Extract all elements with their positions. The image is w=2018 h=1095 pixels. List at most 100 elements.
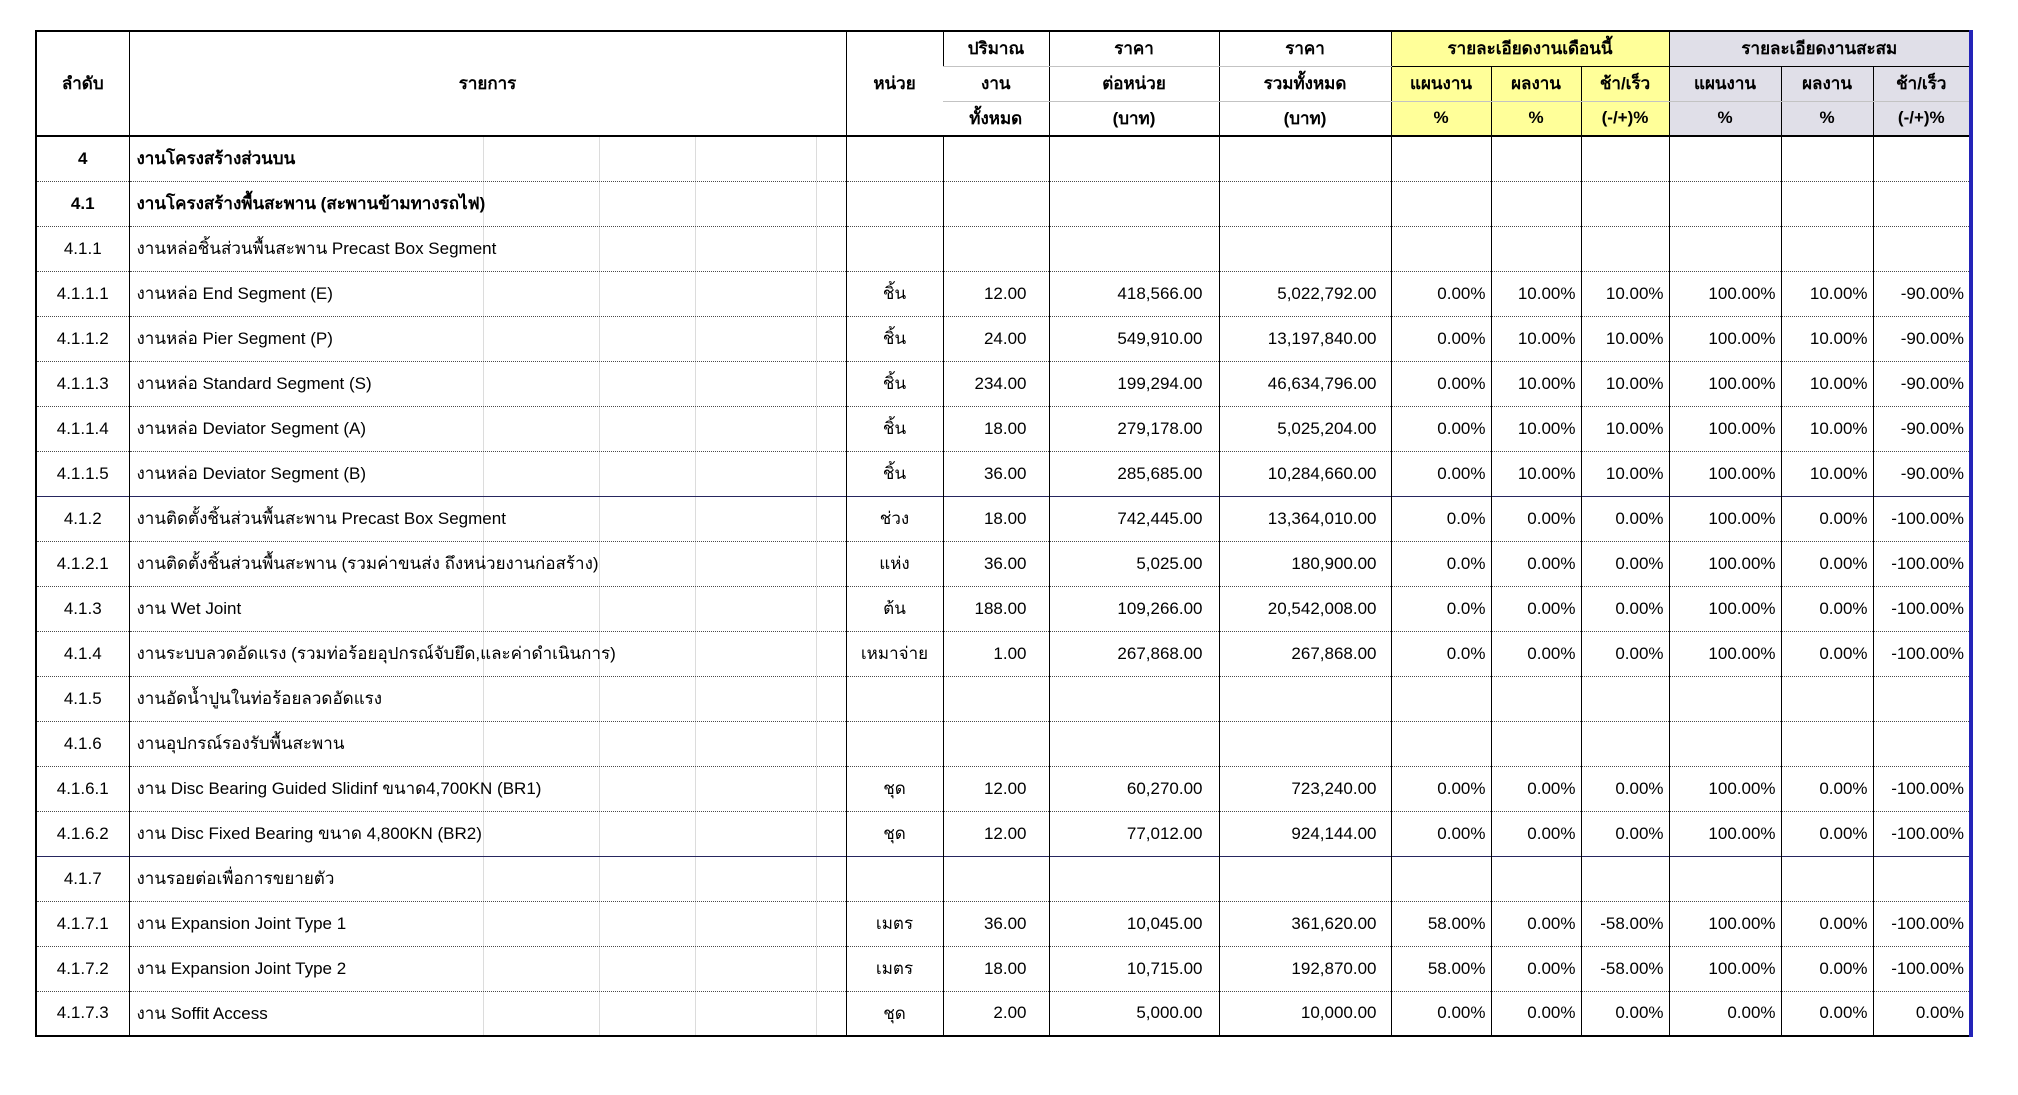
cell-qty: 12.00: [942, 765, 1049, 811]
cell-c_plan: [1668, 180, 1782, 226]
table-row: 4 งานโครงสร้างส่วนบน: [36, 136, 1972, 181]
cell-total: [1218, 720, 1391, 766]
cell-no: 4.1.7: [36, 855, 129, 901]
cell-c_plan: [1668, 225, 1782, 271]
cell-m_actual: 10.00%: [1490, 270, 1581, 316]
cell-total: 267,868.00: [1218, 630, 1391, 676]
cell-c_actual: 10.00%: [1780, 405, 1874, 451]
cell-unit: ชุด: [845, 810, 943, 856]
cell-m_plan: 0.0%: [1390, 495, 1491, 541]
cell-m_plan: 0.00%: [1390, 450, 1491, 496]
header-no: ลำดับ: [36, 31, 129, 137]
cell-m_actual: [1490, 675, 1581, 721]
cell-c_plan: 100.00%: [1668, 495, 1782, 541]
cell-c_actual: 10.00%: [1780, 450, 1874, 496]
cell-m_diff: 0.00%: [1580, 990, 1670, 1036]
cell-c_actual: [1780, 720, 1874, 766]
table-body: 4 งานโครงสร้างส่วนบน 4.1 งานโครงสร้างพื้นสะ…: [36, 136, 1972, 1036]
cell-m_diff: 10.00%: [1580, 315, 1670, 361]
table-row: 4.1.6.1 งาน Disc Bearing Guided Slidinf ข…: [36, 765, 1972, 811]
header-unit-price-line2: ต่อหน่วย: [1048, 66, 1219, 102]
cell-m_plan: 0.00%: [1390, 270, 1491, 316]
cell-qty: [942, 180, 1049, 226]
cell-total: [1218, 675, 1391, 721]
cell-no: 4.1.2.1: [36, 540, 129, 586]
cell-total: 361,620.00: [1218, 900, 1391, 946]
header-month-actual-unit: %: [1490, 101, 1581, 137]
cell-item: งานติดตั้งชิ้นส่วนพื้นสะพาน (รวมค่าขนส่ง…: [128, 540, 846, 586]
cell-unit: [845, 675, 943, 721]
cell-m_plan: [1390, 720, 1491, 766]
cell-c_plan: 100.00%: [1668, 315, 1782, 361]
cell-c_plan: [1668, 136, 1782, 181]
cell-total: 10,000.00: [1218, 990, 1391, 1036]
cell-m_plan: 58.00%: [1390, 900, 1491, 946]
cell-m_diff: [1580, 136, 1670, 181]
cell-m_diff: [1580, 720, 1670, 766]
cell-c_plan: 100.00%: [1668, 630, 1782, 676]
cell-unit_price: [1048, 720, 1219, 766]
cell-c_actual: 0.00%: [1780, 585, 1874, 631]
cell-m_actual: [1490, 225, 1581, 271]
table-row: 4.1.1.3 งานหล่อ Standard Segment (S) ชิ้น 2…: [36, 360, 1972, 406]
cell-c_diff: [1872, 675, 1972, 721]
cell-unit_price: 199,294.00: [1048, 360, 1219, 406]
header-month-diff-unit: (-/+)%: [1580, 101, 1670, 137]
cell-m_diff: [1580, 225, 1670, 271]
cell-unit_price: 267,868.00: [1048, 630, 1219, 676]
cell-unit: ชุด: [845, 990, 943, 1036]
cell-m_diff: 10.00%: [1580, 450, 1670, 496]
cell-unit: [845, 225, 943, 271]
cell-m_plan: 58.00%: [1390, 945, 1491, 991]
cell-c_diff: -100.00%: [1872, 495, 1972, 541]
cell-qty: 18.00: [942, 405, 1049, 451]
cell-m_plan: 0.0%: [1390, 585, 1491, 631]
header-cumulative-plan: แผนงาน: [1668, 66, 1782, 102]
cell-unit_price: 10,045.00: [1048, 900, 1219, 946]
cell-no: 4.1.6: [36, 720, 129, 766]
cell-m_plan: [1390, 855, 1491, 901]
cell-unit: ชิ้น: [845, 450, 943, 496]
cell-m_diff: [1580, 855, 1670, 901]
cell-total: 5,025,204.00: [1218, 405, 1391, 451]
header-quantity-line1: ปริมาณ: [942, 31, 1049, 67]
cell-c_plan: 100.00%: [1668, 540, 1782, 586]
cell-c_diff: [1872, 855, 1972, 901]
cell-m_diff: 0.00%: [1580, 765, 1670, 811]
cell-c_diff: -100.00%: [1872, 900, 1972, 946]
table-row: 4.1.6 งานอุปกรณ์รองรับพื้นสะพาน: [36, 720, 1972, 766]
cell-c_plan: 100.00%: [1668, 765, 1782, 811]
cell-item: งานโครงสร้างพื้นสะพาน (สะพานข้ามทางรถไฟ): [128, 180, 846, 226]
cell-unit_price: [1048, 225, 1219, 271]
cell-qty: 18.00: [942, 495, 1049, 541]
cell-c_plan: 100.00%: [1668, 405, 1782, 451]
cell-no: 4.1.6.2: [36, 810, 129, 856]
header-row-3: ทั้งหมด (บาท) (บาท) % % (-/+)% % % (-/+)…: [36, 101, 1972, 137]
cell-m_diff: [1580, 675, 1670, 721]
cell-no: 4.1.1.5: [36, 450, 129, 496]
cell-total: 723,240.00: [1218, 765, 1391, 811]
cell-qty: 188.00: [942, 585, 1049, 631]
cell-qty: 24.00: [942, 315, 1049, 361]
cell-c_diff: [1872, 225, 1972, 271]
cell-unit_price: [1048, 675, 1219, 721]
cell-m_plan: [1390, 180, 1491, 226]
cell-total: 924,144.00: [1218, 810, 1391, 856]
cell-unit: เหมาจ่าย: [845, 630, 943, 676]
cell-unit_price: 77,012.00: [1048, 810, 1219, 856]
cell-no: 4.1.1.1: [36, 270, 129, 316]
cell-c_diff: -90.00%: [1872, 450, 1972, 496]
cell-c_actual: 0.00%: [1780, 900, 1874, 946]
cell-c_plan: 100.00%: [1668, 270, 1782, 316]
cell-m_plan: 0.00%: [1390, 810, 1491, 856]
cell-c_actual: 0.00%: [1780, 495, 1874, 541]
cell-item: งานติดตั้งชิ้นส่วนพื้นสะพาน Precast Box …: [128, 495, 846, 541]
cell-total: 180,900.00: [1218, 540, 1391, 586]
cell-m_actual: 10.00%: [1490, 450, 1581, 496]
table-row: 4.1.7.3 งาน Soffit Access ชุด 2.00 5,000.00 1…: [36, 990, 1972, 1036]
cell-qty: [942, 855, 1049, 901]
cell-unit: ชิ้น: [845, 270, 943, 316]
cell-c_actual: 0.00%: [1780, 810, 1874, 856]
cell-m_actual: 0.00%: [1490, 900, 1581, 946]
cell-m_diff: 10.00%: [1580, 270, 1670, 316]
